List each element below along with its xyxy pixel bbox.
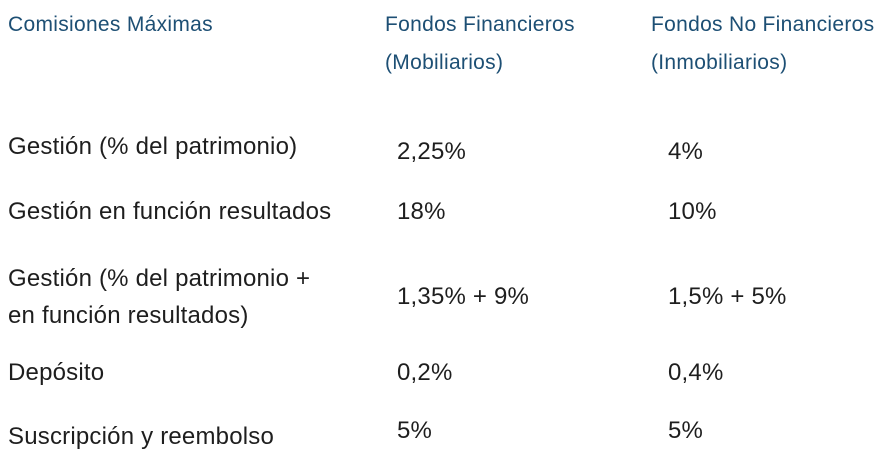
- table-row-gestion-mixta: Gestión (% del patrimonio + en función r…: [8, 260, 893, 334]
- table-row-gestion-resultados: Gestión en función resultados 18% 10%: [8, 197, 893, 227]
- row-label: Suscripción y reembolso: [8, 423, 275, 450]
- value-no-financieros: 0,4%: [668, 359, 724, 386]
- table-row-gestion-patrimonio: Gestión (% del patrimonio) 2,25% 4%: [8, 132, 893, 165]
- value-financieros: 1,35% + 9%: [397, 283, 530, 310]
- value-no-financieros: 1,5% + 5%: [668, 283, 787, 310]
- value-financieros: 2,25%: [397, 138, 467, 165]
- row-label: Gestión en función resultados: [8, 198, 332, 225]
- row-label: Gestión (% del patrimonio + en función r…: [8, 265, 311, 329]
- value-financieros: 18%: [397, 198, 446, 225]
- header-comisiones-maximas: Comisiones Máximas: [8, 13, 213, 36]
- value-no-financieros: 5%: [668, 417, 704, 444]
- header-fondos-financieros: Fondos Financieros (Mobiliarios): [385, 13, 575, 74]
- row-label: Gestión (% del patrimonio): [8, 133, 298, 160]
- header-fondos-no-financieros: Fondos No Financieros (Inmobiliarios): [651, 13, 875, 74]
- value-no-financieros: 4%: [668, 138, 704, 165]
- value-financieros: 5%: [397, 417, 433, 444]
- value-financieros: 0,2%: [397, 359, 453, 386]
- row-label: Depósito: [8, 359, 105, 386]
- value-no-financieros: 10%: [668, 198, 717, 225]
- table-row-deposito: Depósito 0,2% 0,4%: [8, 358, 893, 388]
- table-header-row: Comisiones Máximas Fondos Financieros (M…: [8, 6, 893, 82]
- table-row-suscripcion-reembolso: Suscripción y reembolso 5% 5%: [8, 417, 893, 452]
